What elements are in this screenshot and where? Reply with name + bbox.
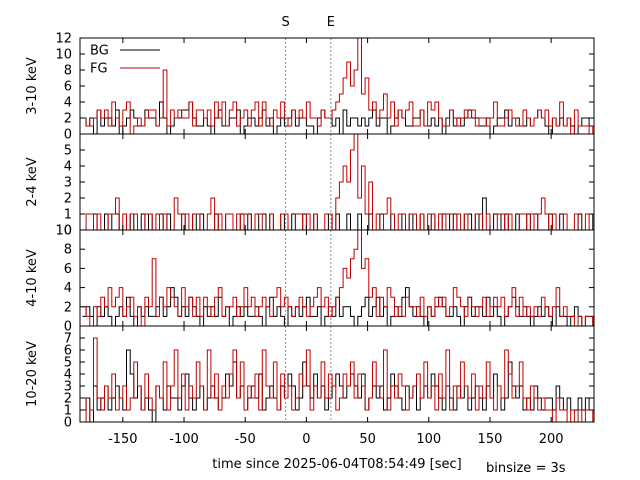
ytick-label-2-0: 0 xyxy=(64,320,72,335)
panel-frame-1 xyxy=(79,133,595,231)
marker-label-S: S xyxy=(281,15,289,30)
ylabel-2: 4-10 keV xyxy=(25,249,40,307)
panel-curves-2 xyxy=(82,230,594,326)
ytick-label-3-1: 1 xyxy=(64,404,72,419)
xtick-label-1: -100 xyxy=(169,432,199,447)
legend: BG FG xyxy=(90,44,160,77)
panel-curves-1 xyxy=(82,134,594,230)
ytick-label-0-5: 10 xyxy=(55,48,72,63)
xtick-label-7: 200 xyxy=(539,432,564,447)
ylabel-1: 2-4 keV xyxy=(25,157,40,206)
panel-frame-2 xyxy=(79,229,595,327)
xtick-label-6: 150 xyxy=(478,432,503,447)
panel-2: 0 2 4 6 8 10 4-10 keV xyxy=(25,224,595,335)
ytick-label-1-5: 5 xyxy=(64,144,72,159)
fg-series-line-2 xyxy=(82,230,594,326)
fg-series-line-0 xyxy=(82,38,594,134)
ytick-label-3-3: 3 xyxy=(64,380,72,395)
ylabel-0: 3-10 keV xyxy=(25,57,40,115)
ytick-label-0-6: 12 xyxy=(55,32,72,47)
panel-curves-3 xyxy=(82,337,594,422)
ytick-label-0-0: 0 xyxy=(64,128,72,143)
ylabel-3: 10-20 keV xyxy=(25,341,40,407)
x-axis: -150 -100 -50 0 50 100 150 200 xyxy=(108,432,564,447)
ytick-label-1-0: 0 xyxy=(64,224,72,239)
ytick-label-3-6: 6 xyxy=(64,344,72,359)
ytick-label-2-4: 8 xyxy=(64,243,72,258)
ytick-label-0-4: 8 xyxy=(64,64,72,79)
ytick-label-2-2: 4 xyxy=(64,281,72,296)
bg-series-line-1 xyxy=(82,197,594,230)
xtick-label-3: 0 xyxy=(302,432,310,447)
xtick-label-2: -50 xyxy=(235,432,256,447)
fg-series-line-3 xyxy=(82,337,594,422)
ytick-label-1-2: 2 xyxy=(64,192,72,207)
ytick-label-0-3: 6 xyxy=(64,80,72,95)
ytick-label-3-7: 7 xyxy=(64,332,72,347)
ytick-label-0-1: 2 xyxy=(64,112,72,127)
ytick-label-2-1: 2 xyxy=(64,300,72,315)
legend-label-fg: FG xyxy=(90,62,108,77)
ytick-label-2-3: 6 xyxy=(64,262,72,277)
ytick-label-3-5: 5 xyxy=(64,356,72,371)
ytick-label-3-2: 2 xyxy=(64,392,72,407)
legend-label-bg: BG xyxy=(90,44,109,59)
panel-frame-0 xyxy=(79,37,595,135)
xtick-label-5: 100 xyxy=(416,432,441,447)
ytick-label-3-4: 4 xyxy=(64,368,72,383)
xtick-label-4: 50 xyxy=(359,432,376,447)
ytick-label-1-3: 3 xyxy=(64,176,72,191)
marker-label-E: E xyxy=(327,15,335,30)
ytick-label-0-2: 4 xyxy=(64,96,72,111)
ytick-label-1-1: 1 xyxy=(64,208,72,223)
x-axis-label: time since 2025-06-04T08:54:49 [sec] xyxy=(212,457,461,472)
xtick-label-0: -150 xyxy=(108,432,138,447)
fg-series-line-1 xyxy=(82,134,594,230)
panel-curves-0 xyxy=(82,38,594,134)
binsize-label: binsize = 3s xyxy=(486,461,566,476)
ytick-label-3-0: 0 xyxy=(64,416,72,431)
ytick-label-1-4: 4 xyxy=(64,160,72,175)
ytick-label-2-5: 10 xyxy=(55,224,72,239)
